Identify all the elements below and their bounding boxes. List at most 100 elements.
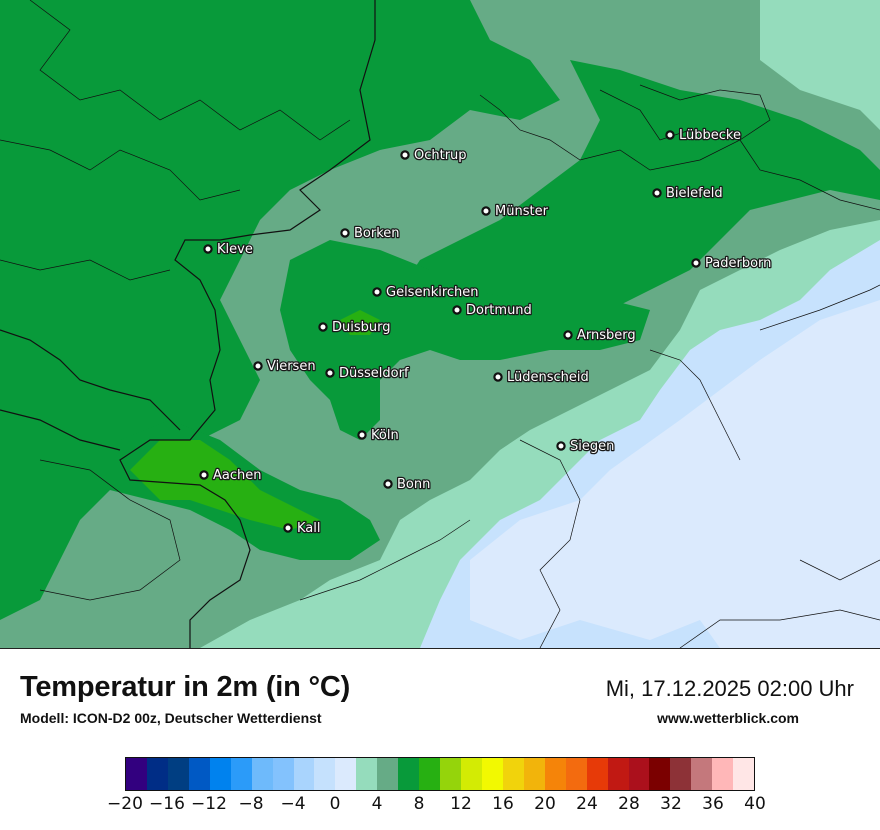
legend-tick-label: 8	[413, 794, 425, 814]
svg-text:Bonn: Bonn	[397, 477, 430, 492]
svg-text:Köln: Köln	[371, 428, 399, 443]
svg-text:Kall: Kall	[297, 521, 321, 536]
city-paderborn[interactable]: Paderborn	[691, 255, 773, 272]
map-title: Temperatur in 2m (in °C)	[20, 671, 351, 703]
legend-swatch	[209, 758, 231, 790]
svg-text:Viersen: Viersen	[267, 359, 316, 374]
svg-text:Gelsenkirchen: Gelsenkirchen	[386, 285, 479, 300]
legend-swatch	[607, 758, 629, 790]
city-markers: Lübbecke Ochtrup Bielefeld Münster Borke…	[199, 127, 773, 537]
legend-tick-label: 40	[744, 794, 766, 814]
svg-text:Kleve: Kleve	[217, 242, 253, 257]
legend-swatch	[126, 758, 147, 790]
city-luedenscheid[interactable]: Lüdenscheid	[493, 369, 590, 386]
city-arnsberg[interactable]: Arnsberg	[563, 327, 637, 344]
svg-text:Paderborn: Paderborn	[705, 256, 771, 271]
legend-swatch	[377, 758, 399, 790]
temp-area-6-8-east	[400, 60, 880, 340]
temp-area-minus2-0	[470, 300, 880, 648]
city-kall[interactable]: Kall	[283, 520, 322, 537]
legend-tick-label: −20	[107, 794, 143, 814]
legend-swatch	[502, 758, 524, 790]
legend-tick-label: 4	[371, 794, 383, 814]
svg-text:Borken: Borken	[354, 226, 400, 241]
legend-swatch	[335, 758, 357, 790]
map-canvas: Lübbecke Ochtrup Bielefeld Münster Borke…	[0, 0, 880, 648]
city-koeln[interactable]: Köln	[357, 427, 400, 444]
state-borders	[0, 0, 376, 648]
legend-swatch	[356, 758, 378, 790]
city-duesseldorf[interactable]: Düsseldorf	[325, 365, 410, 382]
legend-swatch	[440, 758, 461, 790]
legend-swatch	[586, 758, 608, 790]
city-viersen[interactable]: Viersen	[253, 358, 317, 375]
city-dortmund[interactable]: Dortmund	[452, 302, 533, 319]
legend-tick-label: 20	[534, 794, 556, 814]
city-gelsenkirchen[interactable]: Gelsenkirchen	[372, 284, 480, 301]
svg-text:Dortmund: Dortmund	[466, 303, 532, 318]
city-bonn[interactable]: Bonn	[383, 476, 432, 493]
city-duisburg[interactable]: Duisburg	[318, 319, 392, 336]
legend-swatch	[544, 758, 566, 790]
legend-swatch	[272, 758, 294, 790]
svg-text:Duisburg: Duisburg	[332, 320, 391, 335]
legend-swatch	[481, 758, 503, 790]
city-luebbecke[interactable]: Lübbecke	[665, 127, 742, 144]
city-ochtrup[interactable]: Ochtrup	[400, 147, 468, 164]
legend-swatch	[230, 758, 252, 790]
city-muenster[interactable]: Münster	[481, 203, 550, 220]
svg-text:Münster: Münster	[495, 204, 549, 219]
temperature-map[interactable]: Lübbecke Ochtrup Bielefeld Münster Borke…	[0, 0, 880, 649]
legend-swatch	[167, 758, 189, 790]
legend-tick-label: 36	[702, 794, 724, 814]
legend-swatch	[293, 758, 315, 790]
legend-swatch	[670, 758, 692, 790]
city-kleve[interactable]: Kleve	[203, 241, 254, 258]
legend-swatch	[188, 758, 210, 790]
district-borders	[0, 0, 880, 648]
legend-swatch	[419, 758, 441, 790]
legend-tick-label: −12	[191, 794, 227, 814]
legend-swatch	[146, 758, 168, 790]
legend-tick-label: 24	[576, 794, 598, 814]
svg-text:Düsseldorf: Düsseldorf	[339, 366, 409, 381]
model-info: Modell: ICON-D2 00z, Deutscher Wetterdie…	[20, 710, 322, 726]
legend-swatch	[712, 758, 734, 790]
city-borken[interactable]: Borken	[340, 225, 401, 242]
legend-swatch	[251, 758, 273, 790]
legend-color-bar	[125, 757, 755, 791]
temp-area-8-10	[130, 440, 320, 530]
legend-swatch	[628, 758, 650, 790]
legend-tick-label: −4	[280, 794, 306, 814]
city-aachen[interactable]: Aachen	[199, 467, 263, 484]
svg-text:Lübbecke: Lübbecke	[679, 128, 741, 143]
svg-text:Ochtrup: Ochtrup	[414, 148, 467, 163]
legend-tick-label: 28	[618, 794, 640, 814]
legend-swatch	[398, 758, 420, 790]
legend-tick-label: −16	[149, 794, 185, 814]
legend-tick-label: 0	[329, 794, 341, 814]
legend-swatch	[691, 758, 713, 790]
legend-tick-label: 12	[450, 794, 472, 814]
legend-tick-label: −8	[238, 794, 264, 814]
svg-text:Aachen: Aachen	[213, 468, 261, 483]
city-siegen[interactable]: Siegen	[556, 438, 616, 455]
website-link[interactable]: www.wetterblick.com	[657, 710, 799, 726]
legend-tick-label: 16	[492, 794, 514, 814]
legend-tick-label: 32	[660, 794, 682, 814]
city-bielefeld[interactable]: Bielefeld	[652, 185, 724, 202]
legend-swatch	[314, 758, 336, 790]
map-footer: Temperatur in 2m (in °C) Modell: ICON-D2…	[0, 649, 880, 830]
legend-swatch	[565, 758, 587, 790]
temp-area-6-8-ruhr	[280, 240, 650, 440]
forecast-datetime: Mi, 17.12.2025 02:00 Uhr	[605, 676, 854, 701]
legend-swatch	[733, 758, 755, 790]
svg-text:Lüdenscheid: Lüdenscheid	[507, 370, 589, 385]
svg-text:Arnsberg: Arnsberg	[577, 328, 636, 343]
color-legend: −20 −16 −12 −8 −4 0 4 8 12 16 20 24 28 32 36 40	[0, 749, 880, 830]
legend-swatch	[523, 758, 545, 790]
legend-swatch	[649, 758, 671, 790]
svg-text:Bielefeld: Bielefeld	[666, 186, 723, 201]
legend-swatch	[461, 758, 482, 790]
temp-area-8-10-small	[340, 310, 380, 335]
